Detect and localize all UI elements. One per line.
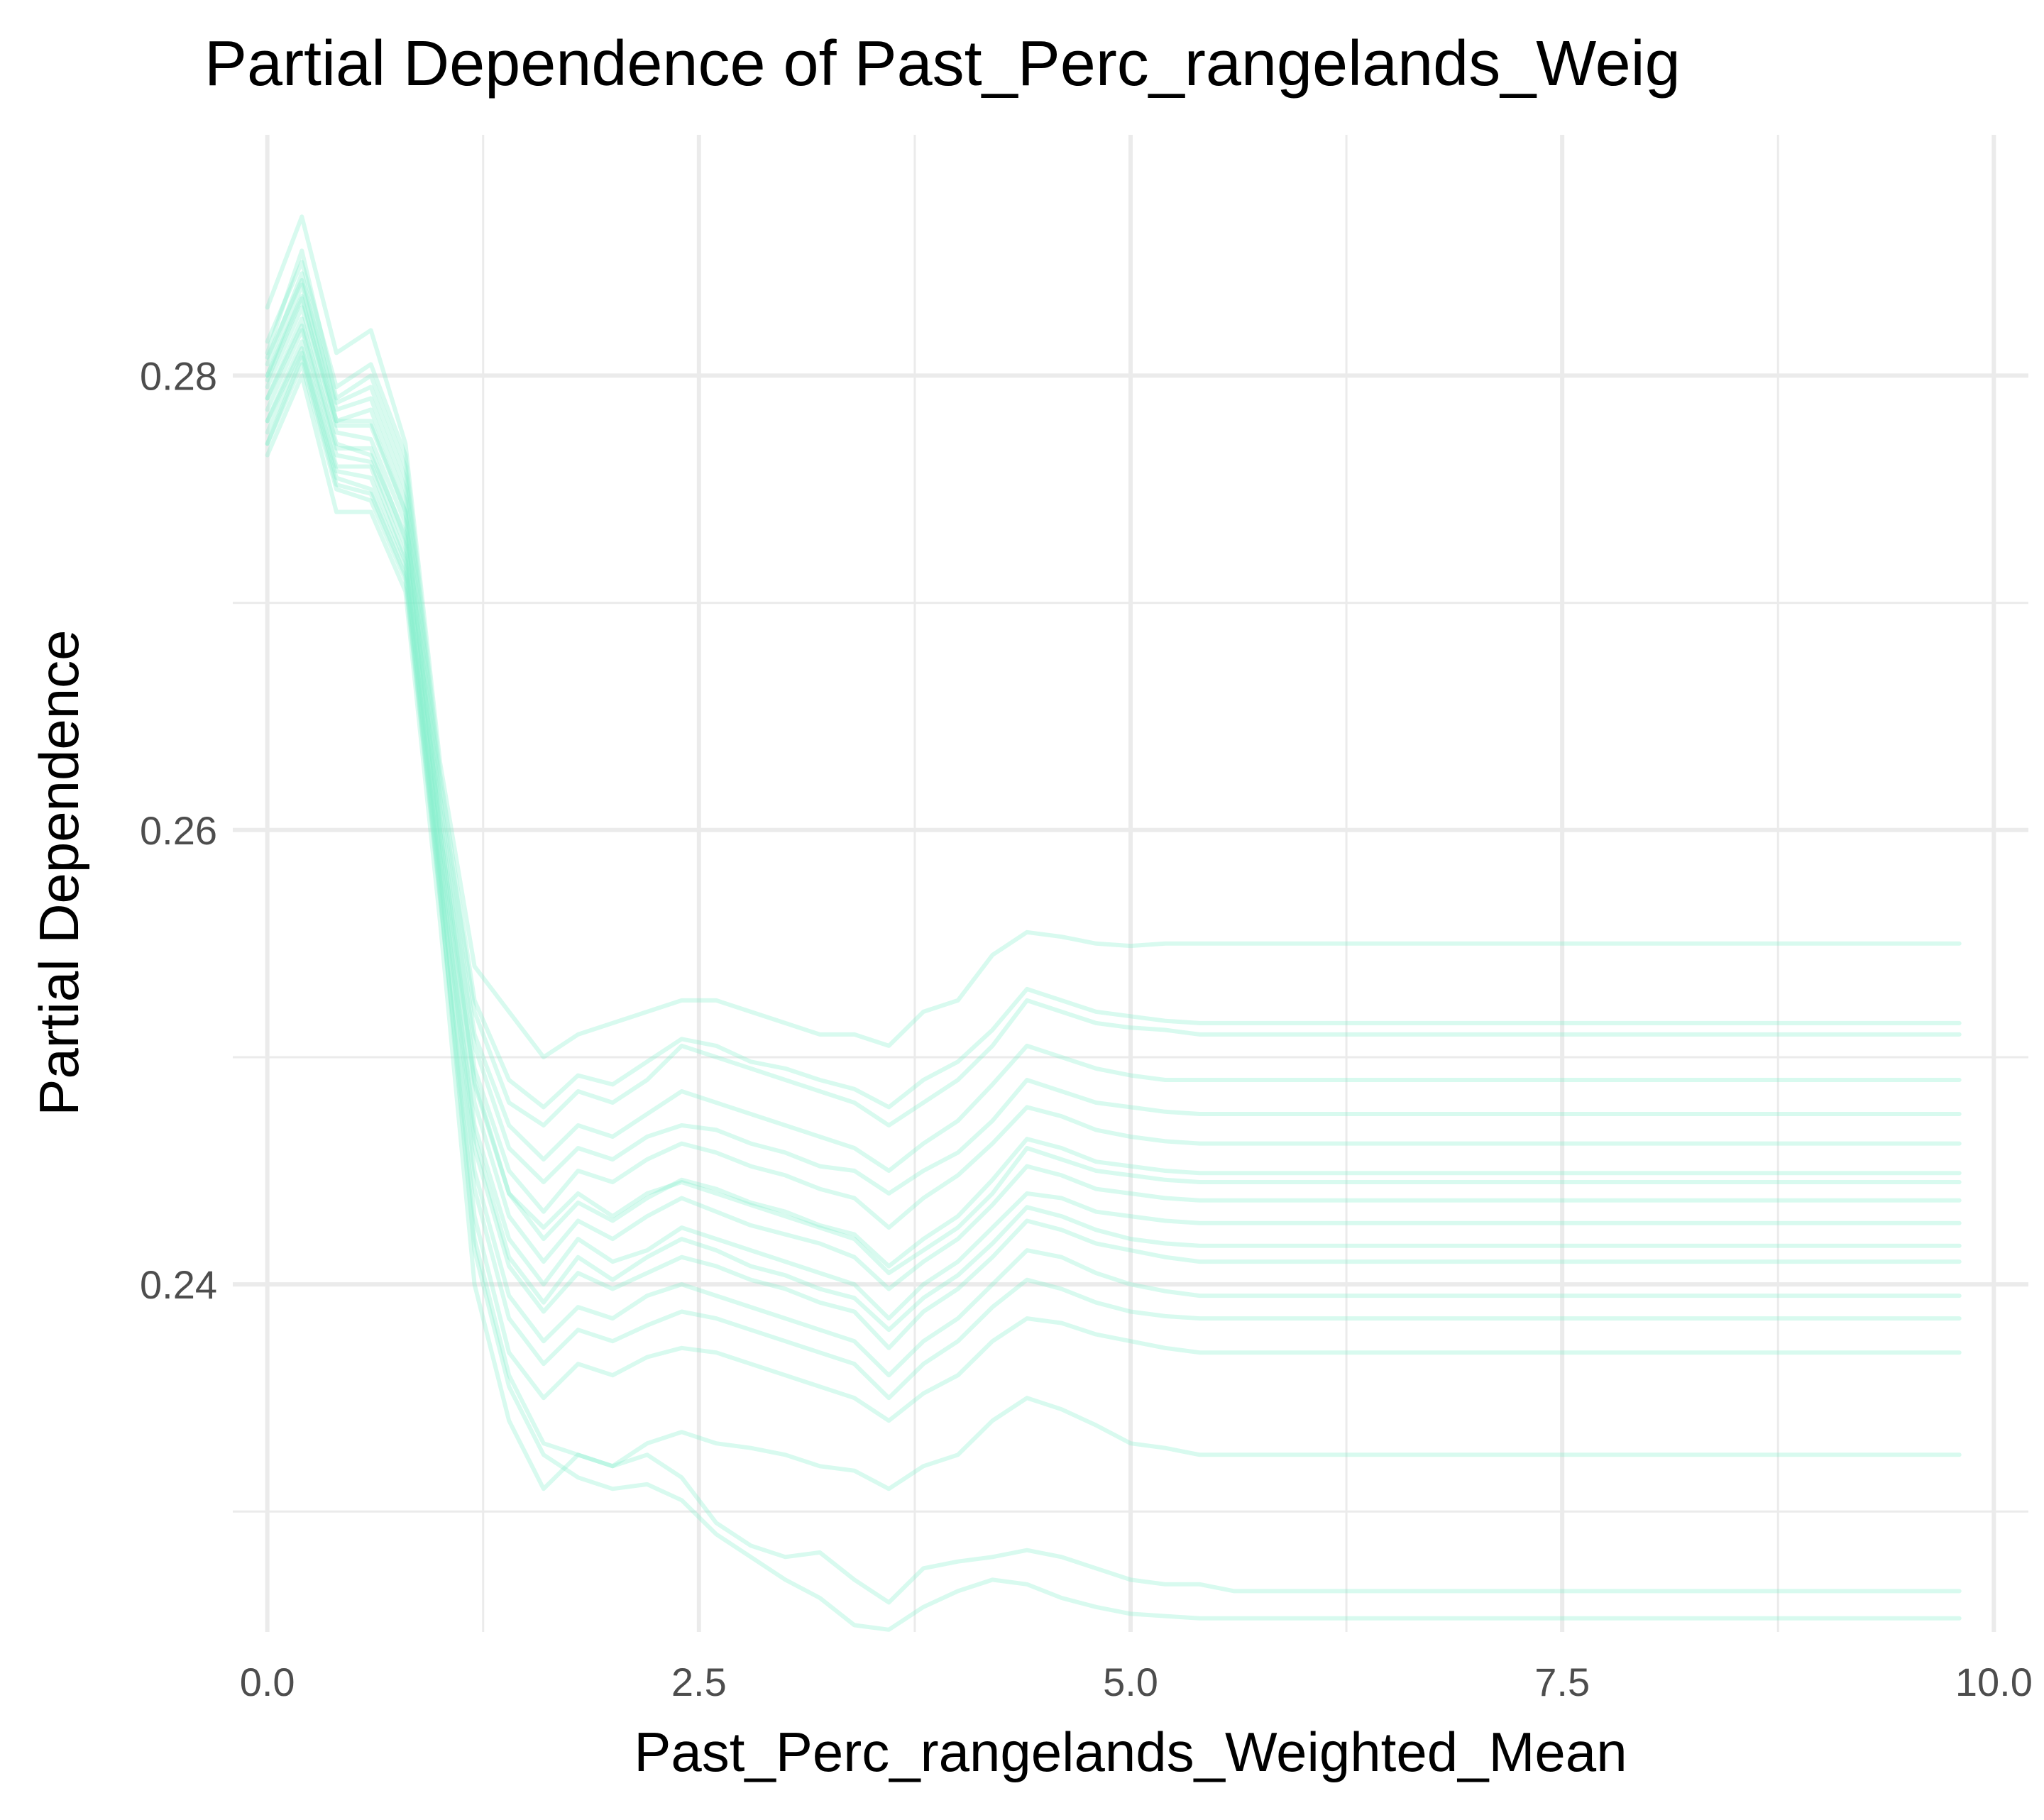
series-line — [265, 316, 1962, 1321]
series-line — [265, 282, 1962, 1230]
series-line — [265, 294, 1962, 1276]
series-line — [265, 339, 1962, 1378]
series-line — [265, 346, 1962, 1401]
grid-layer — [233, 135, 2028, 1632]
series-line — [265, 305, 1962, 1291]
chart-title: Partial Dependence of Past_Perc_rangelan… — [204, 28, 1681, 99]
x-tick-label: 10.0 — [1955, 1660, 2033, 1704]
series-line — [265, 277, 1962, 1173]
y-tick-label: 0.28 — [140, 353, 217, 398]
series-line — [265, 324, 1962, 1333]
series-lines-layer — [265, 214, 1962, 1632]
y-tick-label: 0.24 — [140, 1262, 217, 1307]
series-line — [265, 260, 1962, 1110]
series-line — [265, 271, 1962, 1196]
x-tick-label: 5.0 — [1103, 1660, 1158, 1704]
x-tick-label: 0.0 — [240, 1660, 295, 1704]
x-axis-title: Past_Perc_rangelands_Weighted_Mean — [634, 1721, 1627, 1783]
tick-labels-layer: 0.0 2.5 5.0 7.5 10.0 0.24 0.26 0.28 — [140, 353, 2033, 1704]
series-line — [265, 328, 1962, 1350]
y-axis-title: Partial Dependence — [28, 629, 90, 1115]
series-line — [265, 351, 1962, 1605]
series-line — [265, 362, 1962, 1423]
series-line — [265, 355, 1962, 1632]
x-tick-label: 7.5 — [1534, 1660, 1590, 1704]
x-tick-label: 2.5 — [671, 1660, 727, 1704]
series-line — [265, 214, 1962, 1059]
series-line — [265, 373, 1962, 1491]
series-line — [265, 248, 1962, 1127]
series-line — [265, 296, 1962, 1269]
y-tick-label: 0.26 — [140, 808, 217, 853]
